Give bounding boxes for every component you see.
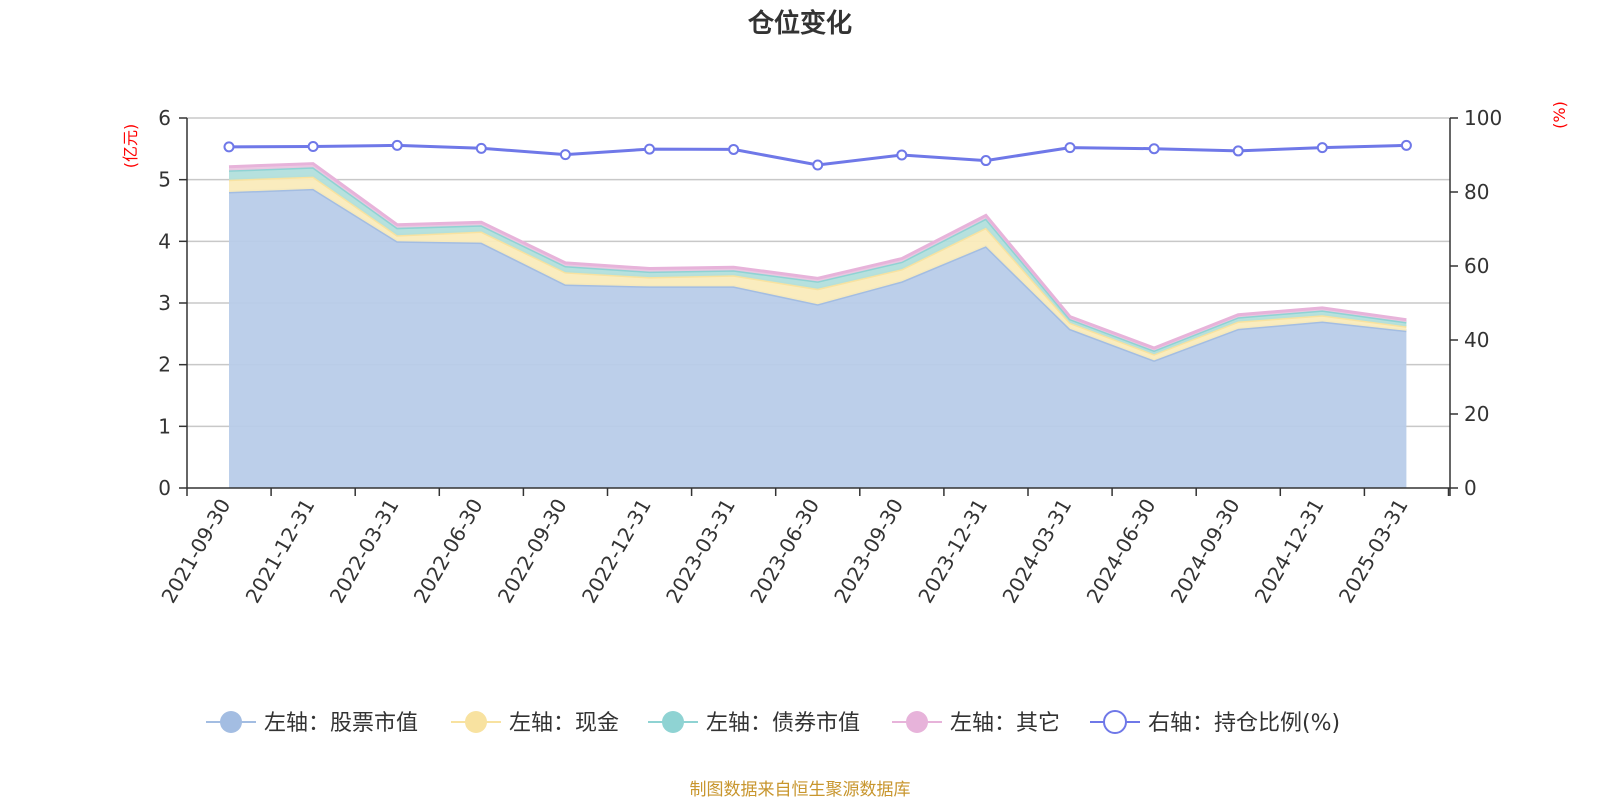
left-tick-label: 3: [158, 291, 171, 315]
chart-title: 仓位变化: [747, 8, 852, 39]
ratio-point: [1064, 142, 1076, 154]
ratio-point: [475, 142, 487, 154]
ratio-point: [223, 141, 235, 153]
ratio-point: [307, 140, 319, 152]
legend-marker: [662, 711, 684, 733]
right-tick-label: 80: [1464, 180, 1489, 204]
x-tick-label: 2023-09-30: [829, 495, 908, 608]
legend-label: 右轴：持仓比例(%): [1148, 711, 1340, 736]
left-tick-label: 6: [158, 106, 171, 130]
ratio-point: [1316, 142, 1328, 154]
ratio-point: [391, 139, 403, 151]
x-tick-label: 2022-09-30: [493, 495, 572, 608]
left-tick-label: 4: [158, 229, 171, 253]
ratio-point: [980, 155, 992, 167]
legend-label: 左轴：股票市值: [264, 711, 418, 736]
right-tick-label: 20: [1464, 402, 1489, 426]
legend-marker: [906, 711, 928, 733]
x-tick-label: 2022-06-30: [409, 495, 488, 608]
ratio-point: [728, 143, 740, 155]
x-tick-label: 2024-06-30: [1082, 495, 1161, 608]
x-tick-label: 2022-12-31: [577, 495, 656, 608]
legend-marker: [465, 711, 487, 733]
ratio-point: [1232, 145, 1244, 157]
ratio-point: [559, 149, 571, 161]
x-tick-label: 2021-09-30: [156, 495, 235, 608]
legend-marker: [1103, 710, 1127, 734]
ratio-point: [1148, 143, 1160, 155]
x-tick-label: 2024-09-30: [1166, 495, 1245, 608]
right-tick-label: 60: [1464, 254, 1489, 278]
left-tick-label: 2: [158, 353, 171, 377]
ratio-point: [896, 149, 908, 161]
legend-label: 左轴：其它: [950, 711, 1060, 736]
x-tick-label: 2024-03-31: [997, 495, 1076, 608]
stacked-areas: [228, 162, 1407, 488]
legend-label: 左轴：债券市值: [706, 711, 860, 736]
right-tick-label: 0: [1464, 476, 1477, 500]
right-tick-label: 40: [1464, 328, 1489, 352]
ratio-point: [1400, 139, 1412, 151]
right-axis-unit: (%): [1550, 101, 1569, 129]
x-tick-label: 2025-03-31: [1334, 495, 1413, 608]
legend-marker: [220, 711, 242, 733]
left-axis-unit: (亿元): [121, 124, 140, 169]
x-tick-label: 2023-06-30: [745, 495, 824, 608]
legend-label: 左轴：现金: [509, 711, 619, 736]
left-tick-label: 0: [158, 476, 171, 500]
x-tick-label: 2023-03-31: [661, 495, 740, 608]
x-tick-label: 2021-12-31: [241, 495, 320, 608]
x-tick-label: 2023-12-31: [913, 495, 992, 608]
left-tick-label: 1: [158, 414, 171, 438]
ratio-point: [812, 159, 824, 171]
data-source-note: 制图数据来自恒生聚源数据库: [690, 780, 911, 800]
holding-ratio-line: [223, 139, 1412, 171]
left-tick-label: 5: [158, 168, 171, 192]
legend: 左轴：股票市值 左轴：现金 左轴：债券市值 左轴：其它 右轴：持仓比例(%): [206, 710, 1340, 736]
x-tick-label: 2024-12-31: [1250, 495, 1329, 608]
x-tick-label: 2022-03-31: [325, 495, 404, 608]
area-edge-左轴：其它: [228, 162, 1407, 350]
right-tick-label: 100: [1464, 106, 1502, 130]
ratio-point: [644, 143, 655, 155]
